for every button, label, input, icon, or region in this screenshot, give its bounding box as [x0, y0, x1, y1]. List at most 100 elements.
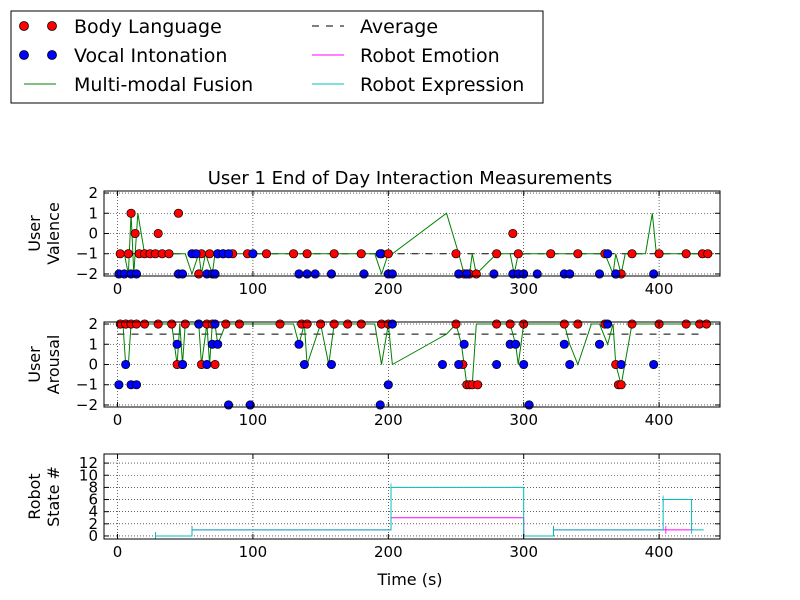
plot-area	[117, 322, 714, 386]
data-point	[343, 319, 353, 329]
series-multi-modal-fusion	[117, 212, 714, 276]
grid	[104, 322, 720, 407]
legend-marker	[19, 50, 29, 60]
data-point	[299, 359, 309, 370]
data-point	[140, 319, 150, 329]
y-tick-label: 10	[79, 466, 98, 484]
data-point	[153, 319, 163, 329]
data-point	[681, 319, 691, 329]
legend-label: Robot Emotion	[360, 45, 500, 67]
data-point	[437, 359, 448, 370]
series-body-language	[115, 319, 712, 390]
data-point	[508, 228, 518, 239]
y-tick-label: 8	[88, 478, 98, 496]
data-point	[703, 249, 713, 259]
data-point	[559, 319, 569, 329]
data-point	[616, 359, 626, 370]
axes-frame	[103, 453, 721, 540]
y-tick-label: 4	[88, 503, 98, 521]
data-point	[275, 319, 285, 329]
y-tick-label: 0	[88, 356, 98, 374]
x-tick-label: 200	[374, 543, 403, 561]
data-point	[121, 359, 131, 370]
x-tick-label: 200	[374, 280, 403, 298]
legend-entry-robot-emotion: Robot Emotion	[312, 45, 500, 67]
x-tick-label: 200	[374, 411, 403, 429]
data-point	[115, 249, 125, 259]
data-point	[210, 269, 220, 279]
data-point	[383, 249, 393, 259]
data-point	[454, 269, 464, 279]
y-axis-label: RobotState #	[25, 466, 63, 527]
legend-label: Multi-modal Fusion	[74, 74, 253, 96]
panel-arousal: 0 100 200 300 400 2 1 0 −1 −2 UserArousal	[25, 315, 721, 429]
data-point	[573, 319, 583, 329]
data-point	[546, 249, 556, 259]
data-point	[131, 380, 142, 390]
data-point	[210, 319, 220, 329]
axes-frame	[103, 321, 721, 408]
data-point	[356, 319, 366, 329]
grid	[104, 191, 720, 276]
data-point	[375, 400, 385, 410]
y-tick-label: 1	[88, 204, 98, 222]
data-point	[131, 269, 142, 279]
data-point	[177, 269, 188, 279]
data-point	[126, 208, 136, 218]
data-point	[492, 319, 502, 329]
x-tick-label: 100	[239, 543, 268, 561]
data-point	[519, 359, 529, 370]
plot-area	[117, 212, 714, 276]
data-point	[471, 269, 481, 279]
x-tick-label: 300	[509, 411, 538, 429]
legend-label: Robot Expression	[360, 74, 524, 96]
x-tick-label: 100	[239, 280, 268, 298]
x-tick-label: 300	[509, 543, 538, 561]
data-point	[302, 249, 312, 259]
data-point	[573, 249, 583, 259]
legend-marker	[47, 50, 57, 60]
data-point	[492, 359, 502, 370]
data-point	[114, 380, 124, 390]
series-vocal-intonation	[114, 319, 659, 410]
data-point	[294, 339, 304, 349]
y-tick-label: 0	[88, 225, 98, 243]
data-point	[616, 380, 626, 390]
legend-marker	[47, 21, 57, 31]
data-point	[603, 319, 613, 329]
y-axis-label: UserArousal	[25, 335, 63, 395]
data-point	[329, 249, 339, 259]
data-point	[131, 319, 142, 329]
legend-frame	[10, 10, 544, 104]
data-point	[194, 269, 204, 279]
data-point	[532, 269, 542, 279]
legend-entry-body-language: Body Language	[19, 16, 222, 38]
data-point	[462, 269, 472, 279]
x-tick-label: 0	[113, 411, 123, 429]
legend-label: Vocal Intonation	[74, 45, 227, 67]
chart-title: User 1 End of Day Interaction Measuremen…	[208, 168, 613, 189]
data-point	[326, 269, 336, 279]
legend-entry-multi-modal-fusion: Multi-modal Fusion	[24, 74, 253, 96]
data-point	[153, 228, 163, 239]
y-tick-label: −1	[76, 376, 98, 394]
y-tick-label: 6	[88, 491, 98, 509]
data-point	[210, 359, 220, 370]
data-point	[649, 359, 659, 370]
data-point	[454, 359, 464, 370]
data-point	[356, 249, 366, 259]
series-robot-expression	[155, 486, 704, 537]
data-point	[123, 249, 133, 259]
data-point	[459, 339, 469, 349]
y-axis-label: UserValence	[25, 202, 63, 265]
legend-entry-average: Average	[312, 16, 438, 38]
series-multi-modal-fusion	[117, 322, 714, 386]
legend: Body Language Average Vocal Intonation Robo…	[10, 10, 544, 104]
data-point	[513, 249, 523, 259]
data-point	[594, 339, 605, 349]
grid	[104, 454, 720, 539]
data-point	[213, 339, 223, 349]
x-tick-label: 400	[645, 280, 674, 298]
